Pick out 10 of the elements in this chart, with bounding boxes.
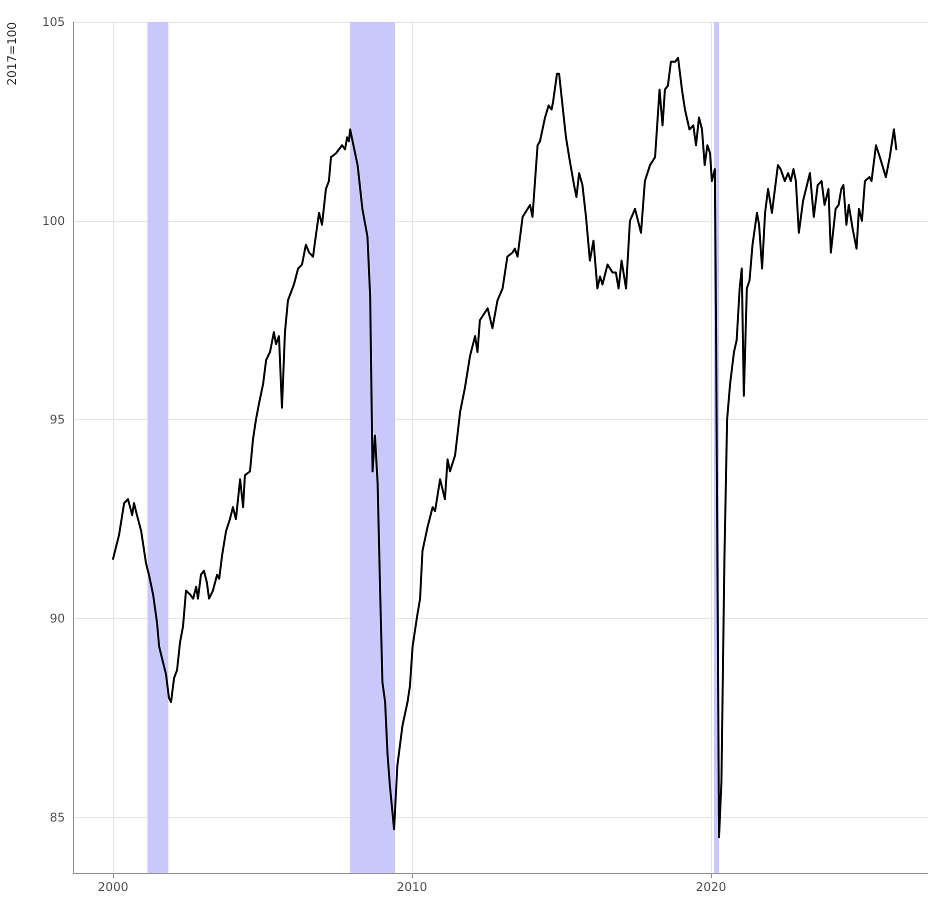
y-tick-label: 90 bbox=[50, 611, 65, 626]
line-series bbox=[112, 56, 898, 838]
x-tick-label: 2010 bbox=[396, 880, 428, 894]
y-tick-label: 95 bbox=[50, 412, 65, 427]
x-tick-label: 2020 bbox=[696, 880, 726, 894]
y-tick-label: 85 bbox=[50, 810, 65, 824]
y-axis-title: 2017=100 bbox=[5, 22, 19, 86]
y-tick-label: 100 bbox=[42, 214, 65, 228]
y-tick-label: 105 bbox=[42, 15, 65, 29]
x-tick-label: 2000 bbox=[98, 880, 128, 894]
